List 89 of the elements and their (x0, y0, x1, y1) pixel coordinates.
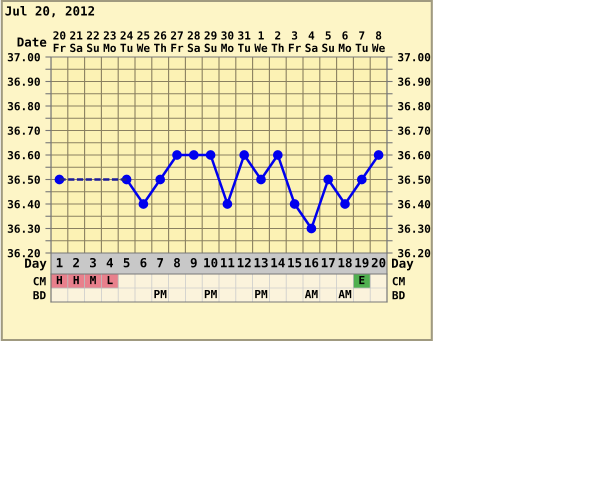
x-tick-label: 27 Fr (170, 31, 184, 52)
x-tick-label: 5 Su (322, 31, 334, 52)
text: PM (204, 290, 217, 298)
x-tick-label: 12 (238, 258, 251, 268)
y-tick-label: 37.00 (8, 52, 40, 62)
point (272, 150, 283, 160)
x-tick-label: 21 Sa (70, 31, 82, 52)
point (290, 199, 300, 209)
x-tick-label: 7 (157, 258, 164, 268)
point (222, 199, 232, 209)
x-tick-label: 11 (221, 258, 234, 268)
x-tick-label: 24 Tu (120, 31, 133, 52)
x-tick-label: 8 We (372, 31, 385, 52)
x-tick-label: 19 (355, 258, 369, 268)
x-tick-label: 3 (90, 258, 96, 268)
x-axis-title: Day (25, 258, 46, 270)
x-tick-label: 30 Mo (221, 31, 234, 52)
text: L (108, 276, 113, 284)
x-tick-label: 15 (288, 258, 302, 268)
text: AM (338, 290, 352, 298)
x-tick-label: 26 Th (154, 31, 166, 52)
x-tick-label: 31 Tu (238, 31, 250, 52)
y-tick-label: 36.60 (8, 150, 40, 160)
x-tick-label: 6 Mo (338, 31, 352, 52)
point (306, 224, 316, 234)
y-tick-label: 36.40 (8, 200, 40, 208)
text: PM (154, 290, 166, 298)
x-tick-label: 8 (174, 258, 180, 268)
x-tick-label: 5 (124, 258, 130, 268)
text: H (74, 276, 79, 284)
y2-tick-label: BD (392, 291, 405, 300)
point (206, 150, 216, 160)
point (239, 150, 250, 160)
point (340, 199, 350, 209)
x-tick-label: 10 (204, 258, 218, 268)
x-tick-label: 13 (254, 258, 268, 268)
y2-tick-label: 36.20 (398, 248, 430, 258)
point (172, 150, 182, 160)
y2-tick-label: 36.80 (398, 102, 430, 110)
point (356, 174, 367, 184)
text: AM (304, 290, 318, 298)
x-tick-label: 2 (73, 258, 79, 268)
x-tick-label: 20 Fr (53, 31, 66, 52)
y-tick-label: 36.50 (8, 175, 40, 184)
y2-tick-label: CM (392, 276, 405, 286)
x-tick-label: 14 (271, 258, 285, 268)
y-tick-label: 36.80 (8, 102, 40, 110)
x-tick-label: 28 Sa (188, 31, 200, 52)
x-tick-label: 29 Su (204, 31, 217, 52)
y-tick-label: 36.70 (8, 126, 40, 135)
x-axis-title: Date (18, 37, 46, 47)
x-tick-label: 9 (190, 258, 197, 268)
x-tick-label: 20 (372, 258, 386, 268)
x-tick-label: 7 Tu (356, 31, 368, 52)
text: Day (392, 258, 414, 270)
x-tick-label: 1 We (254, 31, 268, 52)
x-tick-label: 22 Su (86, 31, 99, 52)
point (256, 174, 266, 184)
x-tick-label: 4 (106, 258, 113, 268)
y-tick-label: 36.20 (8, 248, 40, 258)
text: H (56, 276, 62, 284)
y-tick-label: 36.30 (8, 224, 40, 233)
y2-tick-label: 36.40 (398, 200, 430, 208)
point (188, 150, 199, 160)
x-tick-label: 25 We (136, 31, 150, 52)
y-tick-label: 36.90 (8, 77, 40, 86)
y2-tick-label: 36.50 (398, 175, 430, 184)
y2-tick-label: 36.70 (398, 126, 430, 135)
x-tick-label: 16 (305, 258, 318, 268)
y2-tick-label: 37.00 (398, 52, 430, 62)
x-tick-label: 1 (56, 258, 63, 268)
x-tick-label: 2 Th (272, 31, 284, 52)
chart-title: Jul 20, 2012 (5, 6, 94, 18)
y2-tick-label: 36.30 (398, 224, 430, 233)
x-tick-label: 6 (140, 258, 146, 268)
text: M (90, 276, 96, 284)
x-tick-label: 18 (338, 258, 352, 268)
text: PM (255, 290, 268, 298)
text: E (359, 276, 364, 284)
point (138, 199, 148, 209)
x-tick-label: 3 Fr (288, 31, 301, 52)
y2-tick-label: 36.90 (398, 77, 430, 86)
point (374, 150, 384, 160)
point (155, 174, 166, 184)
x-tick-label: 4 Sa (305, 31, 318, 52)
y2-tick-label: 36.60 (398, 150, 430, 160)
point (323, 174, 334, 184)
x-tick-label: 17 (322, 258, 335, 268)
x-tick-label: 23 Mo (104, 31, 116, 52)
